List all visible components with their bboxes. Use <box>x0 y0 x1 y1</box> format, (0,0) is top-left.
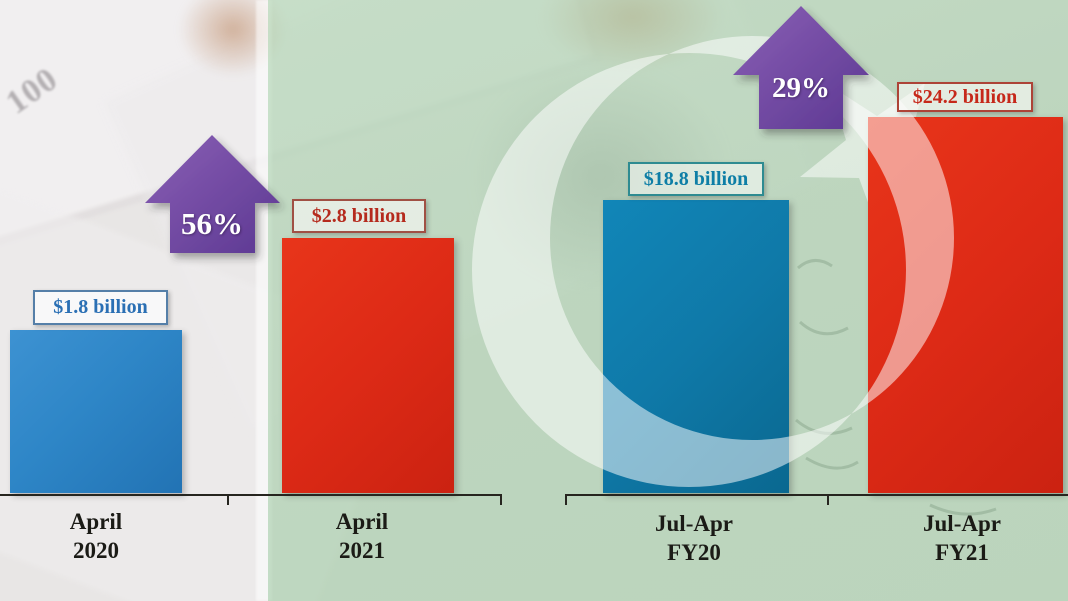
change-label-56: 56% <box>181 206 243 241</box>
flag-crescent <box>472 36 954 487</box>
category-line1: April <box>69 509 123 534</box>
category-label-jul-apr-fy20: Jul-Apr FY20 <box>609 510 779 568</box>
bar-april-2020 <box>10 330 182 493</box>
x-axis-right-group <box>565 494 1068 496</box>
value-label-april-2020: $1.8 billion <box>33 290 168 325</box>
axis-tick <box>500 495 502 505</box>
category-label-april-2021: April 2021 <box>277 508 447 566</box>
category-label-jul-apr-fy21: Jul-Apr FY21 <box>877 510 1047 568</box>
axis-tick <box>827 495 829 505</box>
x-axis-left-group <box>0 494 502 496</box>
axis-tick <box>227 495 229 505</box>
axis-tick <box>565 495 567 505</box>
up-arrow-56-icon <box>145 135 280 253</box>
category-line2: FY20 <box>667 539 721 565</box>
category-line1: Jul-Apr <box>923 511 1001 536</box>
up-arrow-29-icon <box>733 6 869 129</box>
category-label-april-2020: April 2020 <box>11 508 181 566</box>
category-line2: FY21 <box>935 539 989 565</box>
bar-april-2021 <box>282 238 454 493</box>
category-line2: 2021 <box>339 537 385 563</box>
category-line1: April <box>335 509 389 534</box>
value-label-jul-apr-fy21: $24.2 billion <box>897 82 1033 112</box>
category-line1: Jul-Apr <box>655 511 733 536</box>
value-label-april-2021: $2.8 billion <box>292 199 426 233</box>
category-line2: 2020 <box>73 537 119 563</box>
change-label-29: 29% <box>772 72 830 104</box>
value-label-jul-apr-fy20: $18.8 billion <box>628 162 764 196</box>
